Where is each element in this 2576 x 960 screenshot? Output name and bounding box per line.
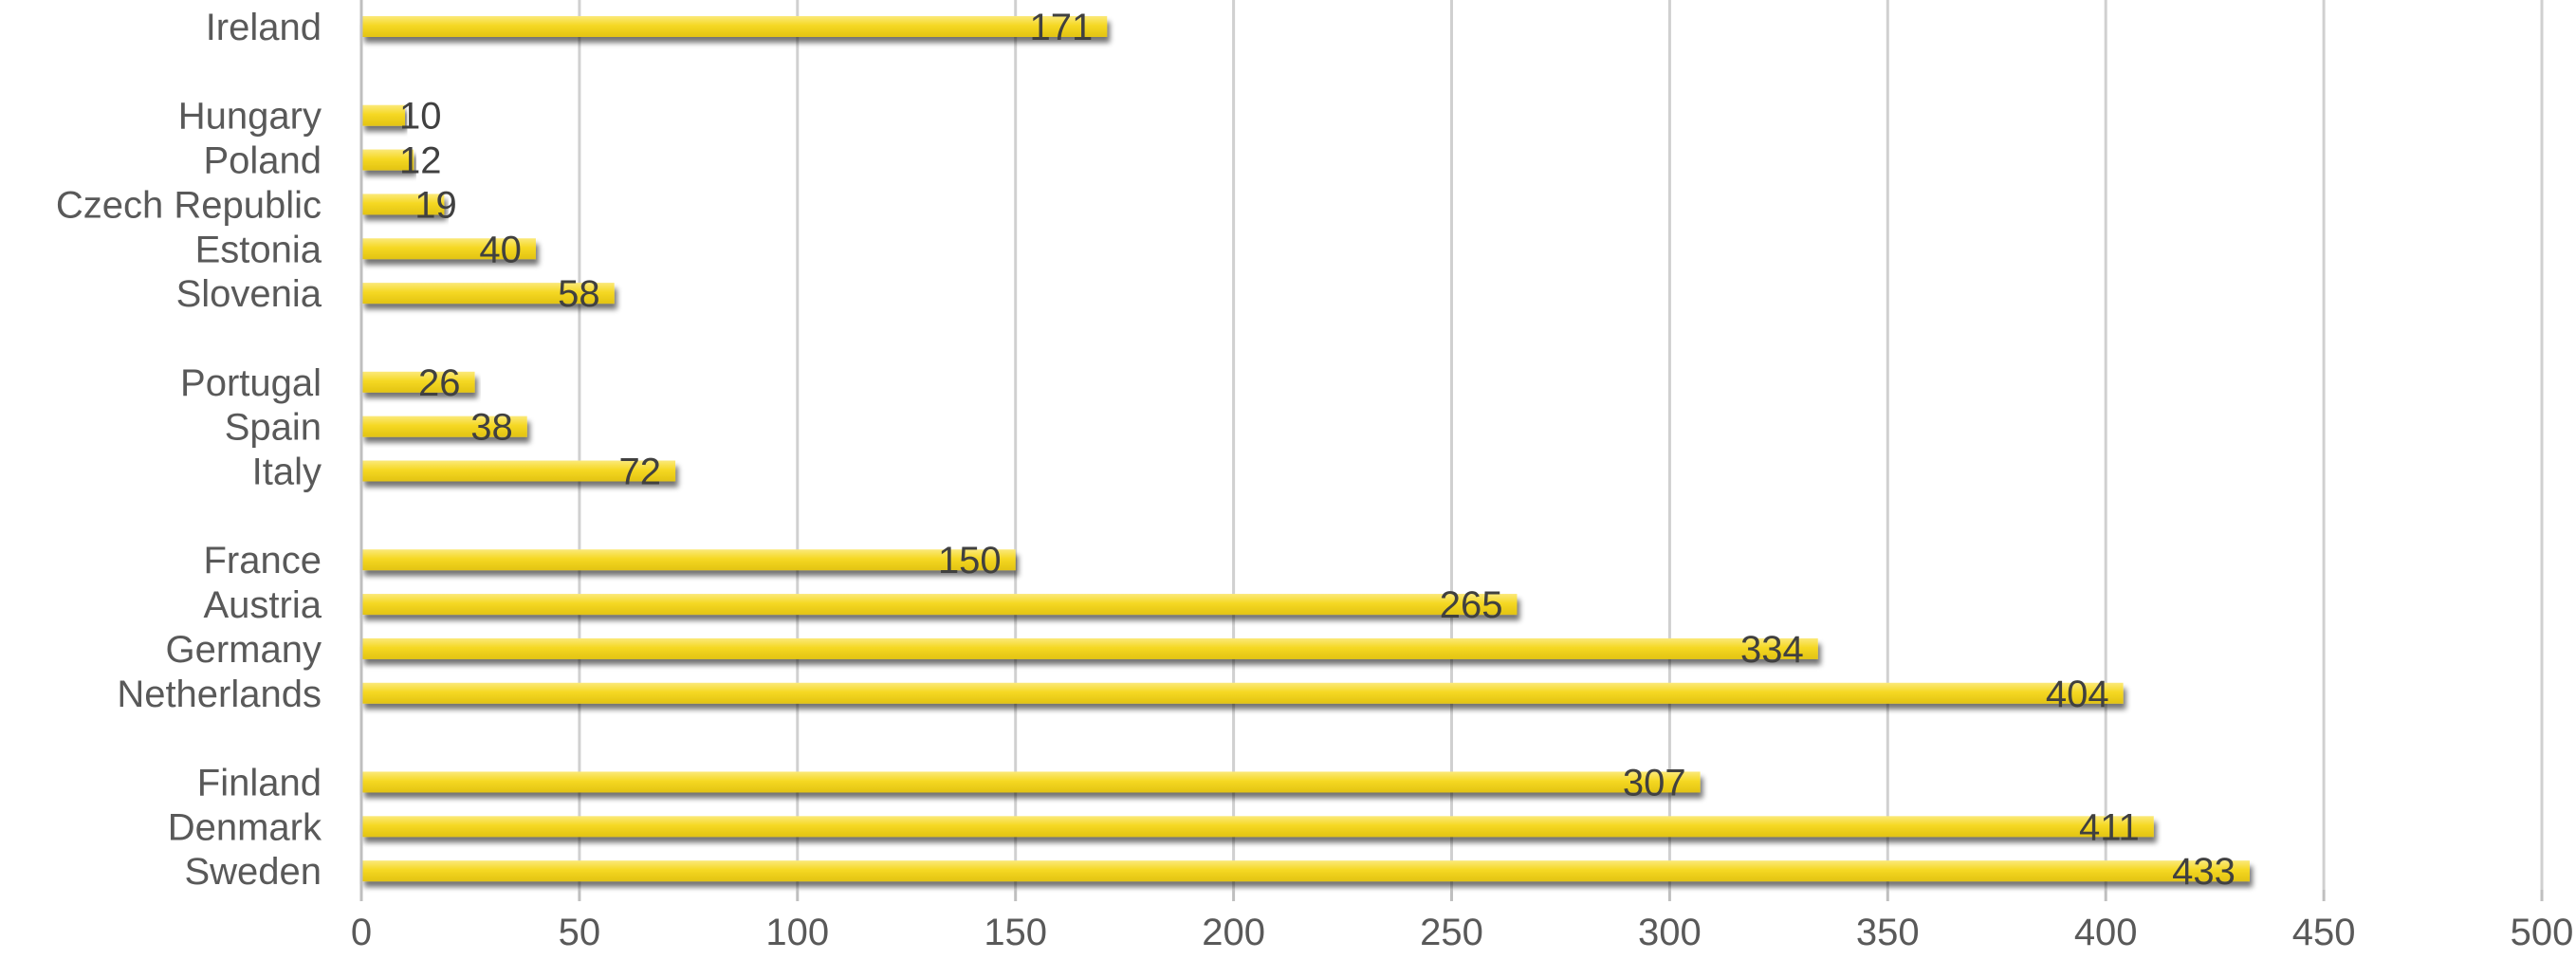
- x-axis: [359, 0, 2544, 901]
- bars: [361, 16, 2250, 882]
- bar-italy: [361, 460, 676, 482]
- category-label-spain: Spain: [225, 407, 322, 449]
- data-label-portugal: 26: [418, 362, 461, 404]
- x-tick-labels: 0 50 100 150 200 250 300 350 400 450 500: [351, 912, 2574, 953]
- category-label-hungary: Hungary: [178, 96, 322, 138]
- bar-hungary: [361, 104, 405, 126]
- x-tick-label-400: 400: [2074, 912, 2138, 953]
- category-label-finland: Finland: [197, 762, 322, 803]
- data-label-spain: 38: [470, 407, 513, 449]
- category-label-portugal: Portugal: [180, 362, 322, 404]
- x-tick-label-300: 300: [1638, 912, 1702, 953]
- bar-slovenia: [361, 283, 615, 305]
- category-label-ireland: Ireland: [206, 7, 322, 48]
- bar-sweden: [361, 860, 2250, 882]
- x-tick-label-50: 50: [559, 912, 601, 953]
- bar-czech-republic: [361, 194, 445, 215]
- x-tick-label-350: 350: [1856, 912, 1920, 953]
- bar-portugal: [361, 371, 475, 393]
- data-label-germany: 334: [1740, 629, 1804, 671]
- x-tick-label-200: 200: [1202, 912, 1265, 953]
- bar-denmark: [361, 816, 2154, 838]
- x-tick-label-500: 500: [2511, 912, 2574, 953]
- category-label-slovenia: Slovenia: [176, 273, 322, 315]
- category-label-france: France: [204, 540, 322, 582]
- x-tick-label-150: 150: [984, 912, 1047, 953]
- x-tick-label-250: 250: [1420, 912, 1483, 953]
- gridlines: [578, 0, 2544, 890]
- x-tick-label-100: 100: [765, 912, 829, 953]
- category-label-sweden: Sweden: [184, 851, 322, 893]
- bar-poland: [361, 149, 414, 171]
- x-tick-label-450: 450: [2292, 912, 2356, 953]
- bar-france: [361, 549, 1016, 571]
- bar-estonia: [361, 238, 536, 260]
- category-label-germany: Germany: [166, 629, 322, 671]
- data-label-sweden: 433: [2172, 851, 2236, 893]
- data-label-slovenia: 58: [558, 273, 600, 315]
- category-label-austria: Austria: [204, 584, 322, 626]
- category-label-poland: Poland: [203, 140, 322, 182]
- bar-austria: [361, 594, 1518, 616]
- data-label-denmark: 411: [2079, 806, 2140, 848]
- category-label-estonia: Estonia: [195, 229, 322, 270]
- category-label-czech-republic: Czech Republic: [56, 184, 322, 226]
- category-label-netherlands: Netherlands: [117, 674, 322, 715]
- bar-spain: [361, 415, 527, 437]
- data-label-hungary: 10: [399, 96, 442, 138]
- data-label-poland: 12: [399, 140, 442, 182]
- x-tick-label-0: 0: [351, 912, 372, 953]
- data-label-netherlands: 404: [2046, 674, 2109, 715]
- bar-netherlands: [361, 682, 2124, 704]
- data-label-austria: 265: [1440, 584, 1503, 626]
- bar-germany: [361, 637, 1818, 659]
- category-label-denmark: Denmark: [168, 806, 322, 848]
- data-label-czech-republic: 19: [414, 184, 457, 226]
- category-label-italy: Italy: [252, 452, 322, 493]
- data-label-finland: 307: [1623, 762, 1686, 803]
- bar-ireland: [361, 16, 1108, 37]
- data-label-ireland: 171: [1030, 7, 1094, 48]
- data-label-estonia: 40: [479, 229, 522, 270]
- data-label-italy: 72: [619, 452, 662, 493]
- data-label-france: 150: [938, 540, 1002, 582]
- bar-finland: [361, 771, 1701, 793]
